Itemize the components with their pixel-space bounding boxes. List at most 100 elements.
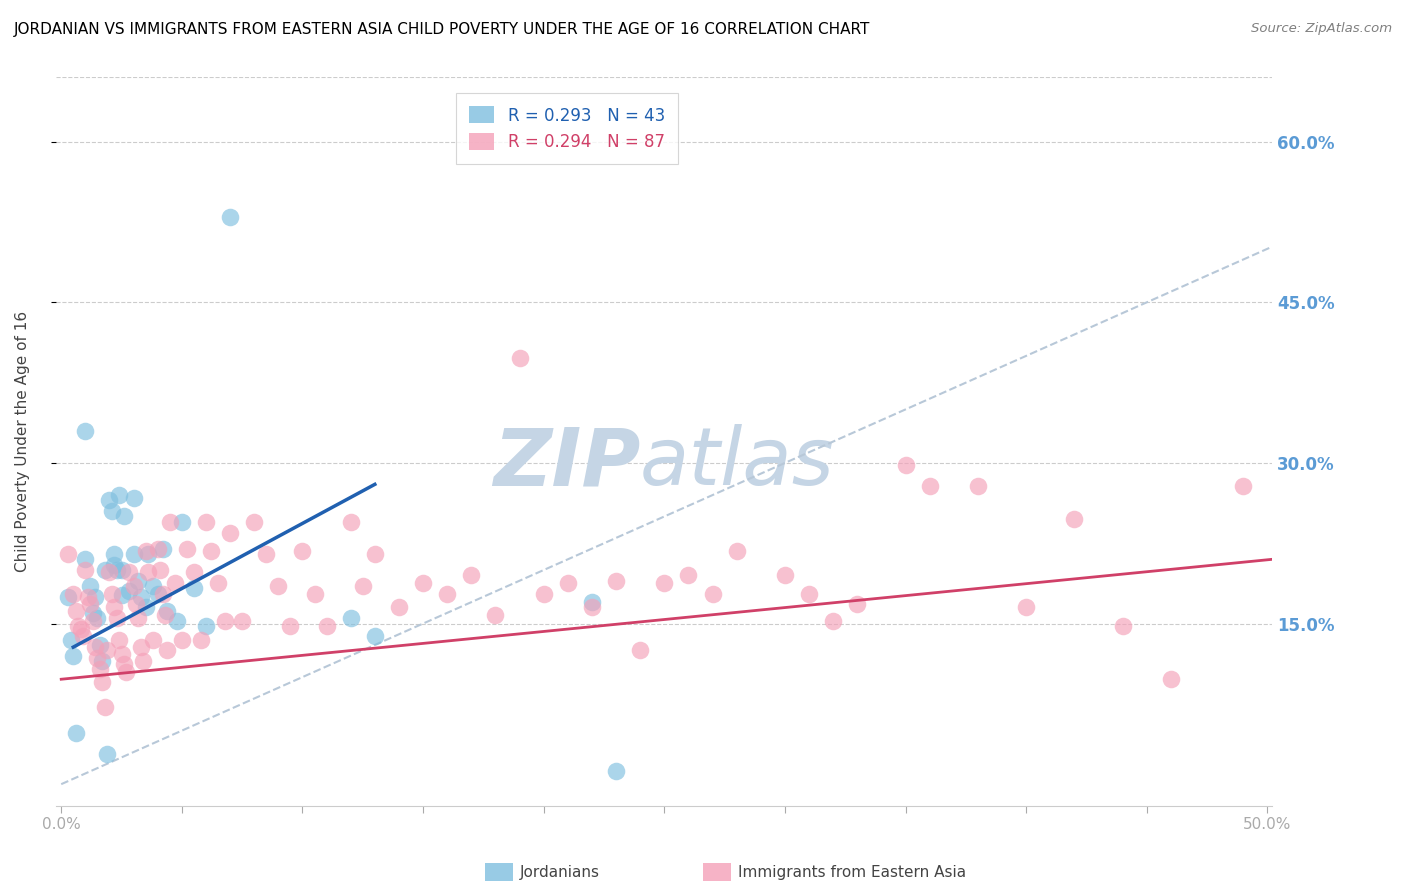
Point — [59, 632, 82, 647]
Point — [628, 643, 651, 657]
Point — [773, 568, 796, 582]
Point — [176, 541, 198, 556]
Point — [152, 541, 174, 556]
Point — [219, 525, 242, 540]
Point — [280, 618, 302, 632]
Text: ZIP: ZIP — [492, 425, 640, 502]
Point — [166, 615, 188, 629]
Point — [1015, 600, 1038, 615]
Point — [364, 629, 387, 643]
Point — [894, 458, 917, 472]
Point — [725, 543, 748, 558]
Point — [509, 351, 531, 365]
Point — [82, 615, 104, 629]
Text: Source: ZipAtlas.com: Source: ZipAtlas.com — [1251, 22, 1392, 36]
Point — [103, 547, 125, 561]
Point — [797, 586, 820, 600]
Point — [127, 611, 149, 625]
Point — [153, 607, 176, 622]
Point — [101, 504, 124, 518]
Point — [460, 568, 482, 582]
Point — [58, 590, 80, 604]
Point — [58, 547, 80, 561]
Text: Immigrants from Eastern Asia: Immigrants from Eastern Asia — [738, 865, 966, 880]
Point — [967, 479, 990, 493]
Point — [84, 590, 107, 604]
Point — [122, 579, 145, 593]
Point — [156, 643, 179, 657]
Point — [581, 595, 603, 609]
Point — [183, 565, 205, 579]
Point — [146, 586, 169, 600]
Point — [315, 618, 337, 632]
Point — [110, 647, 132, 661]
Point — [89, 638, 111, 652]
Point — [75, 552, 97, 566]
Point — [200, 543, 222, 558]
Point — [136, 565, 159, 579]
Point — [135, 600, 157, 615]
Point — [91, 675, 114, 690]
Point — [388, 600, 411, 615]
Point — [412, 575, 434, 590]
Point — [96, 643, 118, 657]
Point — [436, 586, 458, 600]
Text: Jordanians: Jordanians — [520, 865, 600, 880]
Text: JORDANIAN VS IMMIGRANTS FROM EASTERN ASIA CHILD POVERTY UNDER THE AGE OF 16 CORR: JORDANIAN VS IMMIGRANTS FROM EASTERN ASI… — [14, 22, 870, 37]
Point — [557, 575, 579, 590]
Point — [127, 574, 149, 588]
Point — [304, 586, 326, 600]
Point — [76, 590, 98, 604]
Point — [101, 586, 124, 600]
Point — [823, 615, 845, 629]
Point — [364, 547, 387, 561]
Point — [65, 726, 87, 740]
Point — [214, 615, 236, 629]
Point — [159, 515, 181, 529]
Point — [103, 600, 125, 615]
Point — [149, 563, 172, 577]
Point — [152, 586, 174, 600]
Point — [652, 575, 675, 590]
Point — [135, 543, 157, 558]
Point — [352, 579, 374, 593]
Point — [98, 565, 121, 579]
Point — [75, 563, 97, 577]
Point — [190, 632, 212, 647]
Point — [98, 493, 121, 508]
Point — [93, 700, 115, 714]
Point — [339, 611, 361, 625]
Point — [96, 747, 118, 762]
Point — [75, 424, 97, 438]
Point — [122, 491, 145, 506]
Point — [254, 547, 277, 561]
Point — [1160, 672, 1182, 686]
Point — [112, 657, 135, 672]
Text: atlas: atlas — [640, 425, 835, 502]
Point — [142, 632, 165, 647]
Point — [1232, 479, 1254, 493]
Point — [118, 584, 141, 599]
Point — [129, 590, 152, 604]
Point — [605, 764, 627, 779]
Point — [267, 579, 290, 593]
Point — [678, 568, 700, 582]
Point — [108, 488, 131, 502]
Point — [142, 579, 165, 593]
Point — [112, 509, 135, 524]
Point — [62, 586, 84, 600]
Point — [82, 606, 104, 620]
Point — [136, 547, 159, 561]
Point — [846, 597, 869, 611]
Point — [65, 604, 87, 618]
Point — [118, 565, 141, 579]
Point — [146, 541, 169, 556]
Point — [183, 581, 205, 595]
Point — [105, 563, 128, 577]
Point — [132, 654, 155, 668]
Point — [1063, 511, 1085, 525]
Point — [93, 563, 115, 577]
Point — [108, 632, 131, 647]
Point — [170, 632, 193, 647]
Point — [79, 597, 101, 611]
